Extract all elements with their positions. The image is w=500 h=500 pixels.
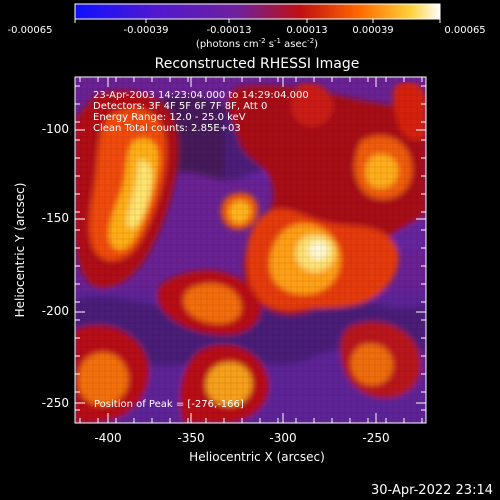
colorbar-tick-label: 0.00039 — [352, 25, 393, 36]
colorbar-tick-label: -0.00013 — [207, 25, 252, 36]
axis-ticks — [75, 77, 426, 423]
colorbar-frame — [74, 3, 441, 20]
colorbar-ticks — [74, 19, 441, 23]
y-tick-labels: -100 -150 -200 -250 — [42, 122, 69, 410]
colorbar-tick-label: 0.00013 — [286, 25, 327, 36]
y-tick-label: -150 — [42, 211, 69, 225]
plot-title: Reconstructed RHESSI Image — [155, 56, 360, 72]
x-tick-label: -350 — [177, 431, 204, 445]
y-tick-label: -100 — [42, 122, 69, 136]
x-axis-label: Heliocentric X (arcsec) — [189, 450, 325, 464]
plot-frame — [74, 76, 427, 424]
colorbar — [75, 4, 440, 19]
x-tick-label: -400 — [94, 431, 121, 445]
energy-range-label: Energy Range: 12.0 - 25.0 keV — [93, 112, 246, 123]
y-tick-label: -250 — [42, 396, 69, 410]
x-tick-labels: -400 -350 -300 -250 — [94, 431, 389, 445]
peak-position-label: Position of Peak = [-276,-166] — [94, 399, 244, 410]
detectors-label: Detectors: 3F 4F 5F 6F 7F 8F, Att 0 — [93, 101, 267, 112]
footer-timestamp: 30-Apr-2022 23:14 — [371, 483, 493, 498]
colorbar-tick-labels: -0.00065 -0.00039 -0.00013 0.00013 0.000… — [8, 25, 486, 36]
heatmap-image — [75, 77, 426, 423]
x-tick-label: -250 — [362, 431, 389, 445]
y-axis-label: Heliocentric Y (arcsec) — [13, 183, 27, 318]
clean-counts-label: Clean Total counts: 2.85E+03 — [93, 123, 241, 134]
y-tick-label: -200 — [42, 304, 69, 318]
colorbar-tick-label: -0.00065 — [8, 25, 53, 36]
x-tick-label: -300 — [269, 431, 296, 445]
colorbar-tick-label: -0.00039 — [124, 25, 169, 36]
colorbar-units: (photons cm-2 s-1 asec-2) — [196, 37, 318, 50]
image-annotations: 23-Apr-2003 14:23:04.000 to 14:29:04.000… — [93, 90, 309, 410]
time-range-label: 23-Apr-2003 14:23:04.000 to 14:29:04.000 — [93, 90, 309, 101]
colorbar-tick-label: 0.00065 — [444, 25, 485, 36]
